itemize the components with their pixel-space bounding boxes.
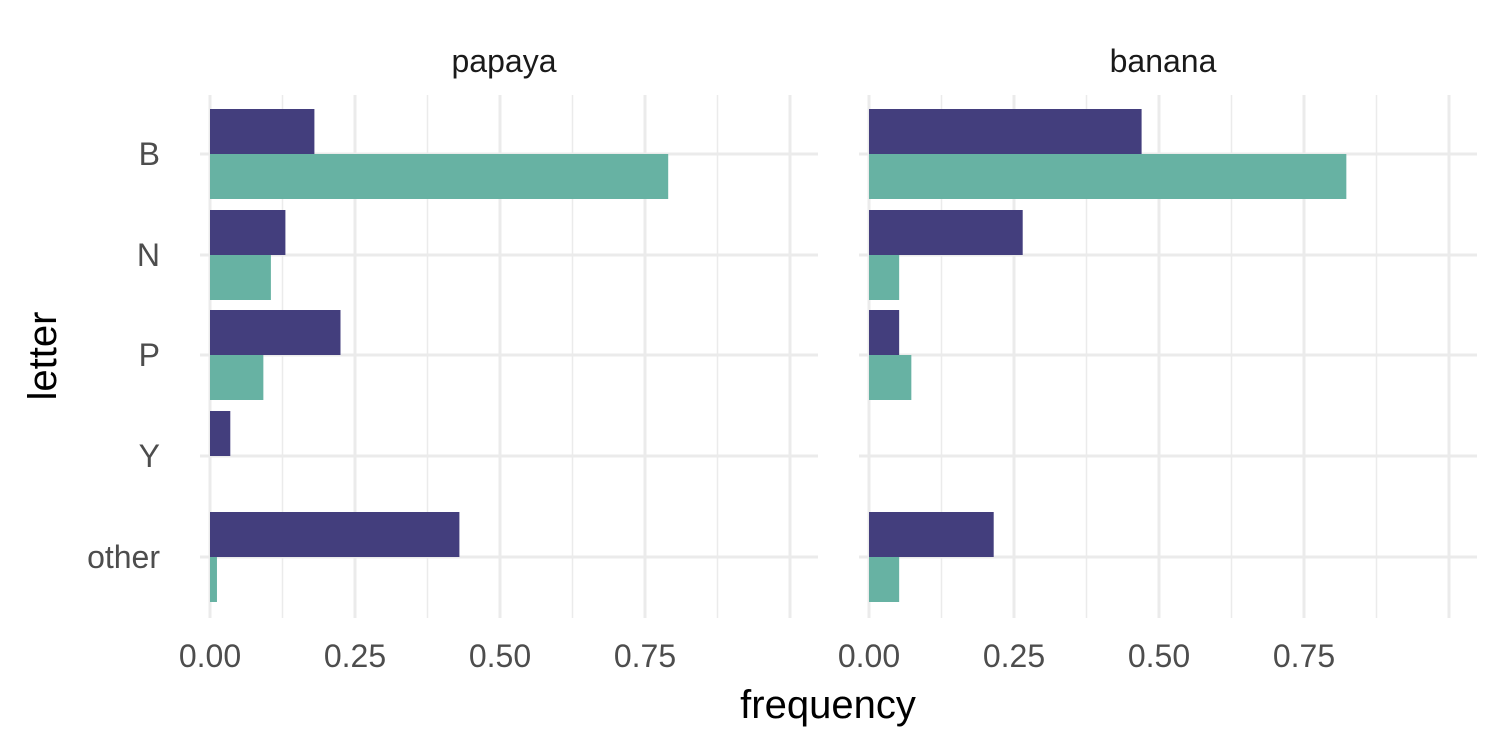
x-tick-label: 0.50	[1128, 638, 1190, 674]
x-tick-label: 0.75	[614, 638, 676, 674]
y-tick-label: N	[137, 237, 160, 273]
y-axis-title: letter	[21, 312, 65, 401]
bar-papaya-P-series0	[210, 310, 341, 355]
facet-label-0: papaya	[452, 43, 557, 79]
bar-papaya-B-series0	[210, 109, 315, 154]
bar-papaya-other-series0	[210, 512, 460, 557]
y-tick-label: Y	[139, 438, 160, 474]
bar-banana-P-series0	[869, 310, 900, 355]
bar-banana-other-series1	[869, 557, 900, 602]
x-tick-label: 0.50	[469, 638, 531, 674]
bar-papaya-P-series1	[210, 355, 264, 400]
facet-label-1: banana	[1110, 43, 1217, 79]
bar-papaya-N-series1	[210, 255, 271, 300]
bar-papaya-Y-series0	[210, 411, 231, 456]
x-tick-label: 0.25	[324, 638, 386, 674]
x-tick-label: 0.00	[838, 638, 900, 674]
bar-banana-B-series1	[869, 154, 1347, 199]
x-tick-label: 0.00	[179, 638, 241, 674]
bar-papaya-B-series1	[210, 154, 669, 199]
y-tick-label: B	[139, 136, 160, 172]
bar-papaya-N-series0	[210, 210, 286, 255]
y-tick-label: other	[87, 539, 160, 575]
bar-banana-N-series0	[869, 210, 1023, 255]
y-tick-label: P	[139, 337, 160, 373]
bar-papaya-other-series1	[210, 557, 217, 602]
x-tick-label: 0.25	[983, 638, 1045, 674]
bar-banana-P-series1	[869, 355, 912, 400]
x-axis-title: frequency	[740, 683, 916, 727]
x-tick-label: 0.75	[1273, 638, 1335, 674]
bar-banana-B-series0	[869, 109, 1142, 154]
bar-banana-N-series1	[869, 255, 900, 300]
bar-banana-other-series0	[869, 512, 994, 557]
